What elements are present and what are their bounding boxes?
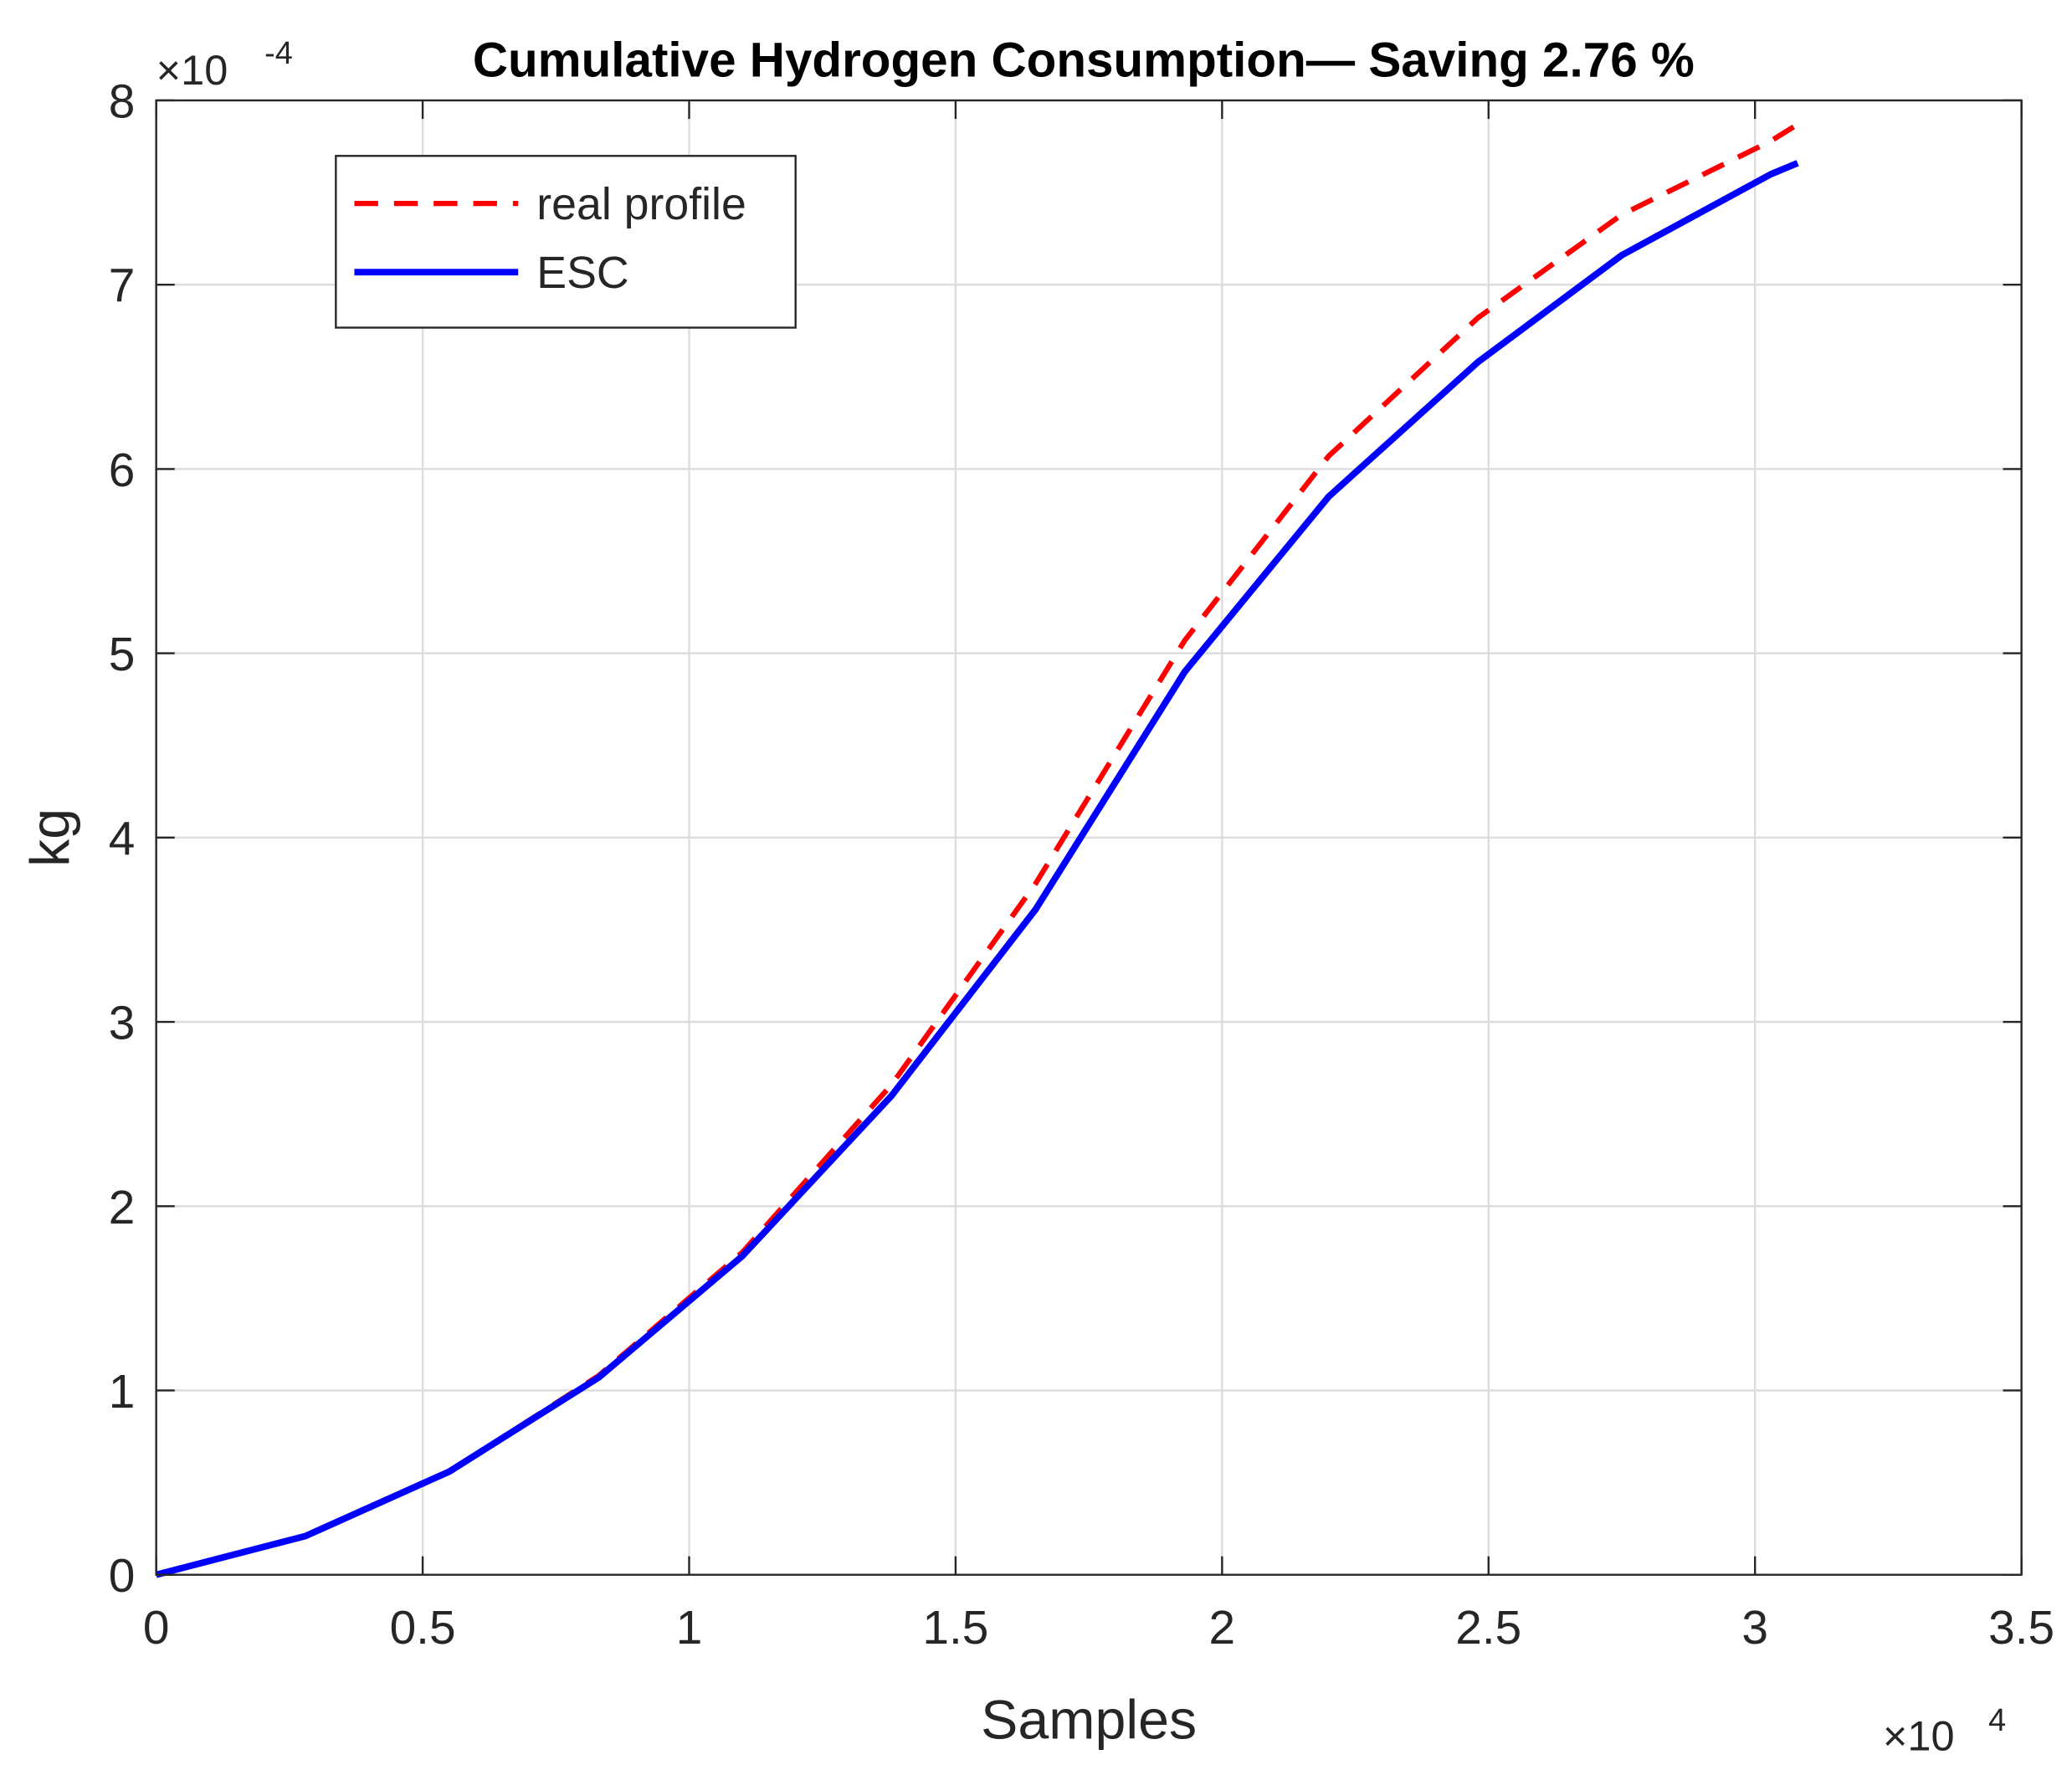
y-tick-label: 8 <box>109 75 136 128</box>
y-tick-label: 7 <box>109 260 136 313</box>
x-multiplier-base: ×10 <box>1883 1712 1955 1760</box>
y-tick-label: 4 <box>109 813 136 865</box>
chart-title: Cumulative Hydrogen Consumption— Saving … <box>473 33 1695 88</box>
ticks: 0 0.5 1 1.5 2 2.5 3 3.5 0 1 2 3 4 5 6 7 8 <box>109 75 2054 1654</box>
x-tick-label: 0 <box>143 1602 170 1655</box>
y-tick-label: 5 <box>109 629 136 681</box>
lines <box>155 121 1799 1578</box>
x-tick-label: 3 <box>1741 1602 1768 1655</box>
x-multiplier-exponent: 4 <box>1988 1703 2006 1738</box>
y-tick-label: 6 <box>109 444 136 497</box>
y-tick-label: 2 <box>109 1182 136 1234</box>
x-tick-label: 1.5 <box>922 1602 988 1655</box>
y-multiplier-base: ×10 <box>156 46 228 94</box>
y-tick-label: 1 <box>109 1366 136 1419</box>
x-axis-label: Samples <box>981 1689 1197 1751</box>
series-line <box>155 121 1799 1578</box>
y-axis-label: kg <box>19 808 81 867</box>
x-tick-label: 2 <box>1209 1602 1236 1655</box>
y-tick-label: 3 <box>109 998 136 1050</box>
legend-label: ESC <box>536 248 628 298</box>
legend-box <box>335 155 797 329</box>
y-tick-label: 0 <box>109 1550 136 1603</box>
legend-label: real profile <box>536 179 746 229</box>
series-line <box>155 160 1799 1578</box>
y-multiplier-exponent: -4 <box>264 36 293 71</box>
x-tick-label: 3.5 <box>1988 1602 2054 1655</box>
x-tick-label: 1 <box>676 1602 703 1655</box>
legend: real profile ESC <box>335 155 797 329</box>
x-tick-label: 0.5 <box>390 1602 456 1655</box>
x-tick-label: 2.5 <box>1455 1602 1521 1655</box>
